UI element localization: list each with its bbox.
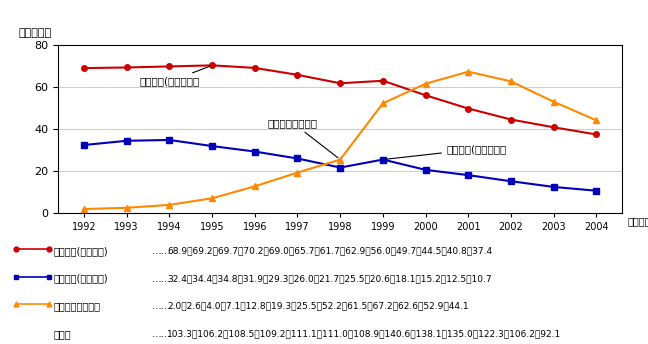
- Text: 合　計: 合 計: [53, 329, 71, 339]
- Text: ……: ……: [152, 329, 172, 339]
- Text: 32.4・34.4・34.8・31.9・29.3・26.0・21.7・25.5・20.6・18.1・15.2・12.5・10.7: 32.4・34.4・34.8・31.9・29.3・26.0・21.7・25.5・…: [167, 274, 492, 283]
- Text: ……: ……: [152, 246, 172, 256]
- Text: ……: ……: [152, 301, 172, 311]
- Text: （万回線）: （万回線）: [19, 28, 52, 38]
- Text: 一般専用(符号品目): 一般専用(符号品目): [53, 273, 108, 284]
- Text: 2.0・2.6・4.0・7.1・12.8・19.3・25.5・52.2・61.5・67.2・62.6・52.9・44.1: 2.0・2.6・4.0・7.1・12.8・19.3・25.5・52.2・61.5…: [167, 302, 469, 311]
- Text: ……: ……: [152, 273, 172, 284]
- Text: 一般専用(帯域品目）: 一般専用(帯域品目）: [139, 66, 209, 87]
- Text: 高速デジタル伝送: 高速デジタル伝送: [53, 301, 100, 311]
- Text: 103.3・106.2・108.5・109.2・111.1・111.0・108.9・140.6・138.1・135.0・122.3・106.2・92.1: 103.3・106.2・108.5・109.2・111.1・111.0・108.…: [167, 329, 561, 338]
- Text: 高速デジタル伝送: 高速デジタル伝送: [268, 118, 338, 158]
- Text: （年度末）: （年度末）: [628, 217, 648, 227]
- Text: 68.9・69.2・69.7・70.2・69.0・65.7・61.7・62.9・56.0・49.7・44.5・40.8・37.4: 68.9・69.2・69.7・70.2・69.0・65.7・61.7・62.9・…: [167, 247, 492, 256]
- Text: 一般専用(帯域品目): 一般専用(帯域品目): [53, 246, 108, 256]
- Text: 一般専用(符号品目）: 一般専用(符号品目）: [386, 144, 507, 159]
